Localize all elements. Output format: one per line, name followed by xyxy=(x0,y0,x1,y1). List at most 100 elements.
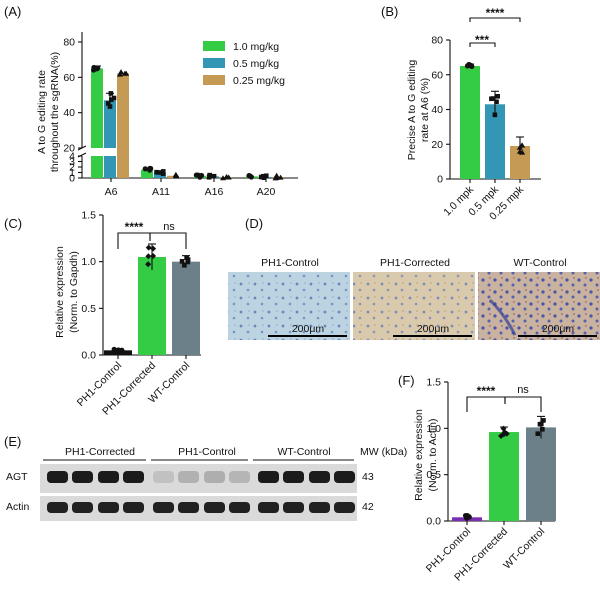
chart-c-point xyxy=(145,253,152,260)
chart-b-point xyxy=(492,112,498,118)
blot-band-actin xyxy=(258,502,279,513)
panel-label-f: (F) xyxy=(398,373,415,388)
blot-band-actin xyxy=(98,502,119,513)
chart-f-ylabel-2: (Norm. to Actin) xyxy=(427,419,439,492)
chart-a-point xyxy=(206,174,212,180)
chart-a-lower-ytick-label: 3 xyxy=(69,156,75,168)
chart-b-ytick-label: 20 xyxy=(431,139,443,151)
blot-band-agt xyxy=(123,471,144,483)
chart-a-point xyxy=(272,175,279,181)
blot-band-agt xyxy=(47,471,68,483)
chart-a-bars xyxy=(91,64,284,181)
legend-swatch-3 xyxy=(203,75,225,85)
chart-a-point xyxy=(105,101,111,106)
chart-a-lower-ytick-label: 1 xyxy=(69,167,75,179)
chart-c-point xyxy=(185,259,191,265)
blot-row-label-actin: Actin xyxy=(6,501,30,513)
chart-c-ylabel-2: (Norm. to Gapdh) xyxy=(68,251,80,333)
chart-f-ytick-label: 1.0 xyxy=(426,423,441,435)
chart-a: A to G editing rate throughout the sgRNA… xyxy=(36,32,298,198)
chart-a-point xyxy=(156,170,162,175)
chart-a-upper-ytick-label: 60 xyxy=(63,72,75,84)
chart-f-bar xyxy=(489,432,519,521)
chart-a-point xyxy=(147,167,153,173)
chart-c-ytick-label: 1.0 xyxy=(81,256,96,268)
chart-c-sig-bracket-2 xyxy=(149,232,187,249)
chart-a-point xyxy=(107,104,113,109)
chart-b-ytick-label: 40 xyxy=(431,104,443,116)
chart-a-lower-ytick-label: 4 xyxy=(69,151,75,163)
histology-panel: PH1-Control PH1-Corrected WT-Control 200… xyxy=(228,257,600,340)
chart-a-ylabel-1: A to G editing rate xyxy=(36,70,48,154)
chart-b-sig-bracket-2 xyxy=(469,17,521,22)
chart-a-bar xyxy=(141,169,153,178)
western-blot: PH1-Corrected PH1-Control WT-Control MW … xyxy=(6,446,407,521)
chart-f-point xyxy=(466,514,472,520)
chart-b-bar xyxy=(485,104,505,179)
chart-a-point xyxy=(154,169,159,175)
blot-band-actin xyxy=(47,502,68,513)
chart-a-point xyxy=(160,169,166,174)
blot-band-agt xyxy=(153,471,174,483)
chart-f: Relative expression (Norm. to Actin) 0.0… xyxy=(413,377,556,584)
chart-b-point xyxy=(516,148,523,154)
chart-a-point xyxy=(246,173,252,179)
legend-label-1: 1.0 mg/kg xyxy=(233,41,279,53)
chart-a-bar-base xyxy=(91,156,103,178)
blot-band-agt xyxy=(178,471,199,483)
chart-c-sig-bracket-1 xyxy=(117,232,151,249)
chart-a-point xyxy=(211,173,217,179)
chart-a-bar xyxy=(154,172,166,178)
chart-f-ytick-label: 1.5 xyxy=(426,377,441,389)
chart-a-point xyxy=(160,171,166,177)
blot-mw-header: MW (kDa) xyxy=(360,446,407,458)
chart-a-upper-ytick-label: 40 xyxy=(63,107,75,119)
blot-band-agt xyxy=(72,471,93,483)
chart-f-point xyxy=(535,431,541,436)
chart-b-point xyxy=(516,144,523,150)
legend-label-3: 0.25 mg/kg xyxy=(233,75,285,87)
chart-b-ytick-label: 0 xyxy=(437,174,443,186)
chart-a-point xyxy=(116,71,123,77)
chart-a-point xyxy=(109,97,114,103)
blot-bands xyxy=(47,471,355,513)
chart-b-point xyxy=(464,63,471,69)
chart-a-xtick-label: A20 xyxy=(257,186,276,198)
chart-a-upper-ytick-label: 80 xyxy=(63,37,75,49)
chart-a-lower-ytick-label: 0 xyxy=(69,173,75,185)
chart-b-ylabel-1: Precise A to G editing xyxy=(406,60,418,161)
blot-mw-agt: 43 xyxy=(362,471,374,483)
legend-swatch-2 xyxy=(203,58,225,68)
blot-band-actin xyxy=(178,502,199,513)
blot-band-actin xyxy=(309,502,330,513)
chart-b-point xyxy=(494,99,499,105)
chart-b-ytick-label: 60 xyxy=(431,69,443,81)
chart-a-xtick-label: A6 xyxy=(105,186,118,198)
panel-label-c: (C) xyxy=(4,216,22,231)
histology-image-ph1-corrected xyxy=(353,272,475,340)
chart-a-legend: 1.0 mg/kg 0.5 mg/kg 0.25 mg/kg xyxy=(203,41,285,87)
chart-c-point xyxy=(150,245,157,252)
chart-a-point xyxy=(261,175,267,181)
panel-label-d: (D) xyxy=(245,216,263,231)
chart-c-point xyxy=(150,252,157,259)
chart-c-point xyxy=(111,346,117,353)
chart-c-point xyxy=(184,255,189,260)
chart-c: Relative expression (Norm. to Gapdh) 0.0… xyxy=(54,210,201,418)
chart-c-ylabel-1: Relative expression xyxy=(54,246,66,338)
chart-f-sig-bracket-2 xyxy=(504,396,542,412)
chart-c-bars xyxy=(104,243,200,355)
chart-a-point xyxy=(197,174,203,180)
blot-band-actin xyxy=(229,502,250,513)
chart-a-bar xyxy=(104,100,116,148)
chart-a-point xyxy=(263,173,269,179)
chart-a-point xyxy=(142,166,148,172)
chart-f-point xyxy=(541,418,546,423)
scalebar-label-2: 200μm xyxy=(417,323,450,335)
legend-label-2: 0.5 mg/kg xyxy=(233,58,279,70)
blot-band-actin xyxy=(123,502,144,513)
chart-b-sig-2: **** xyxy=(486,6,505,20)
chart-f-ytick-label: 0.5 xyxy=(426,469,441,481)
blot-mw-actin: 42 xyxy=(362,501,374,513)
